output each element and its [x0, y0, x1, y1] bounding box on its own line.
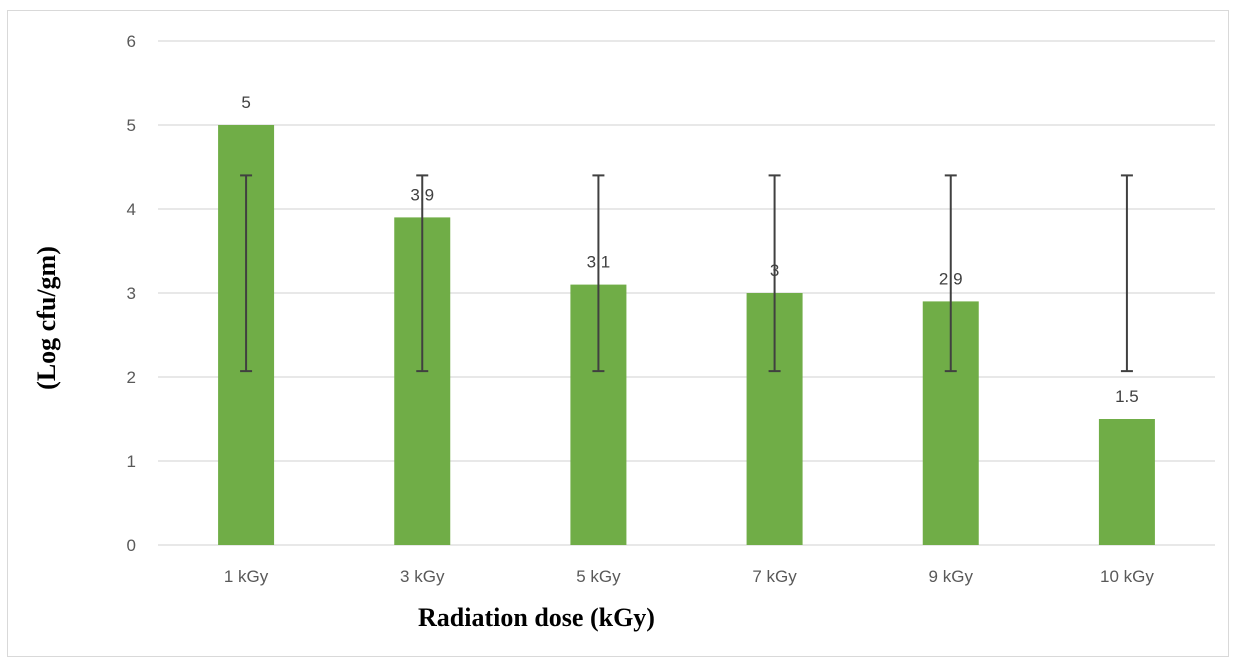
- data-label: 1.5: [1115, 387, 1139, 406]
- data-label: 3.1: [587, 253, 611, 272]
- y-tick-label: 2: [127, 368, 136, 387]
- error-bar: [768, 174, 781, 373]
- error-bar: [416, 174, 429, 373]
- y-tick-label: 3: [127, 284, 136, 303]
- y-tick-label: 5: [127, 116, 136, 135]
- x-tick-label: 3 kGy: [400, 567, 445, 586]
- y-axis-title: (Log cfu/gm): [32, 246, 61, 390]
- x-axis-title: Radiation dose (kGy): [418, 603, 655, 632]
- data-label: 5: [241, 93, 250, 112]
- x-tick-label: 9 kGy: [929, 567, 974, 586]
- error-bar: [592, 174, 605, 373]
- y-tick-label: 1: [127, 452, 136, 471]
- error-bars: [240, 174, 1133, 373]
- data-label: 3.9: [410, 185, 434, 204]
- x-tick-label: 1 kGy: [224, 567, 269, 586]
- error-bar: [240, 174, 253, 373]
- x-tick-label: 10 kGy: [1100, 567, 1154, 586]
- x-axis-tick-labels: 1 kGy 3 kGy 5 kGy 7 kGy 9 kGy 10 kGy: [224, 567, 1154, 586]
- bars: [218, 125, 1155, 545]
- x-tick-label: 5 kGy: [576, 567, 621, 586]
- y-tick-label: 6: [127, 32, 136, 51]
- gridlines: [158, 40, 1215, 546]
- bar: [1098, 419, 1155, 545]
- data-labels: 5 3.9 3.1 3 2.9 1.5: [241, 93, 1138, 406]
- y-axis-tick-labels: 0 1 2 3 4 5 6: [127, 32, 136, 555]
- error-bar: [1120, 174, 1133, 373]
- data-label: 3: [770, 261, 779, 280]
- data-label: 2.9: [939, 269, 963, 288]
- y-tick-label: 0: [127, 536, 136, 555]
- y-tick-label: 4: [127, 200, 136, 219]
- error-bar: [944, 174, 957, 373]
- x-tick-label: 7 kGy: [752, 567, 797, 586]
